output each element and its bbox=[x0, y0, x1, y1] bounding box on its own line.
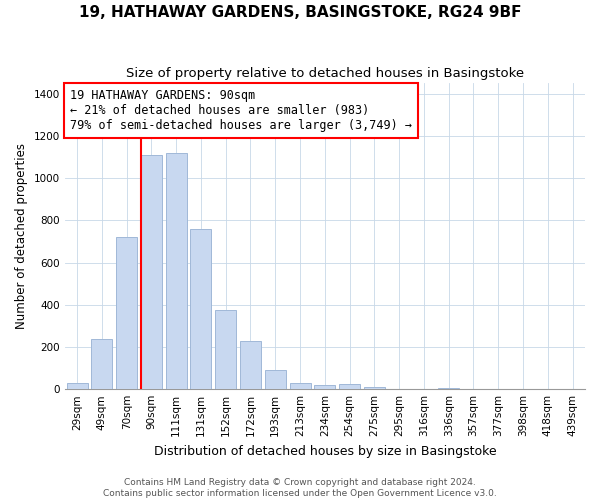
Title: Size of property relative to detached houses in Basingstoke: Size of property relative to detached ho… bbox=[126, 68, 524, 80]
Bar bbox=[314, 385, 335, 389]
Bar bbox=[67, 383, 88, 389]
Bar bbox=[438, 388, 459, 389]
Bar bbox=[364, 387, 385, 389]
Y-axis label: Number of detached properties: Number of detached properties bbox=[15, 143, 28, 329]
Bar bbox=[290, 383, 311, 389]
Bar bbox=[116, 237, 137, 389]
Bar bbox=[240, 340, 261, 389]
Bar bbox=[166, 152, 187, 389]
Bar bbox=[339, 384, 360, 389]
Bar bbox=[190, 228, 211, 389]
Bar bbox=[91, 338, 112, 389]
Bar bbox=[265, 370, 286, 389]
Bar bbox=[141, 155, 162, 389]
X-axis label: Distribution of detached houses by size in Basingstoke: Distribution of detached houses by size … bbox=[154, 444, 496, 458]
Bar bbox=[215, 310, 236, 389]
Text: Contains HM Land Registry data © Crown copyright and database right 2024.
Contai: Contains HM Land Registry data © Crown c… bbox=[103, 478, 497, 498]
Text: 19 HATHAWAY GARDENS: 90sqm
← 21% of detached houses are smaller (983)
79% of sem: 19 HATHAWAY GARDENS: 90sqm ← 21% of deta… bbox=[70, 89, 412, 132]
Text: 19, HATHAWAY GARDENS, BASINGSTOKE, RG24 9BF: 19, HATHAWAY GARDENS, BASINGSTOKE, RG24 … bbox=[79, 5, 521, 20]
